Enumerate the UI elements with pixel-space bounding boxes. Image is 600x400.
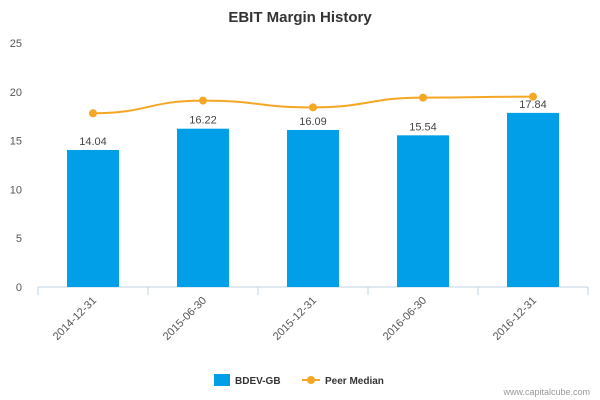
bar-data-label: 16.22 [189,115,217,127]
x-tick-label: 2015-12-31 [271,295,319,343]
chart-title: EBIT Margin History [228,9,372,26]
peer-median-series [89,92,537,118]
bar-data-label: 15.54 [409,121,437,133]
x-tick-label: 2016-12-31 [491,295,539,343]
legend-label-bdev-gb: BDEV-GB [235,376,281,387]
bar-data-label: 16.09 [299,116,327,128]
bar [397,135,449,287]
legend-marker-peer-median [307,376,315,384]
y-tick-label: 20 [10,87,22,99]
peer-median-point [199,96,207,105]
y-tick-label: 5 [16,233,22,245]
y-tick-label: 0 [16,282,22,294]
peer-median-point [419,93,427,102]
source-credit: www.capitalcube.com [502,387,590,397]
peer-median-point [309,103,317,112]
bar-data-label: 14.04 [79,136,107,148]
bar-data-label: 17.84 [519,99,547,111]
bar [287,129,339,287]
bar [177,128,229,287]
bar [507,112,559,288]
peer-median-point [89,109,97,118]
x-tick-label: 2015-06-30 [161,295,209,343]
bar-data-labels: 14.04 16.22 16.09 15.54 17.84 [79,99,547,148]
legend-swatch-bdev-gb [214,374,230,386]
peer-median-point [529,92,537,101]
bar-series [67,112,559,288]
y-tick-label: 25 [10,38,22,50]
bar [67,149,119,287]
x-tick-label: 2014-12-31 [51,295,99,343]
x-axis: 2014-12-31 2015-06-30 2015-12-31 2016-06-30… [37,286,589,343]
y-tick-label: 15 [10,136,22,148]
y-axis: 0 5 10 15 20 25 [10,38,22,294]
x-tick-label: 2016-06-30 [381,295,429,343]
legend-label-peer-median: Peer Median [325,376,384,387]
y-tick-label: 10 [10,184,22,196]
legend: BDEV-GB Peer Median [214,374,384,387]
